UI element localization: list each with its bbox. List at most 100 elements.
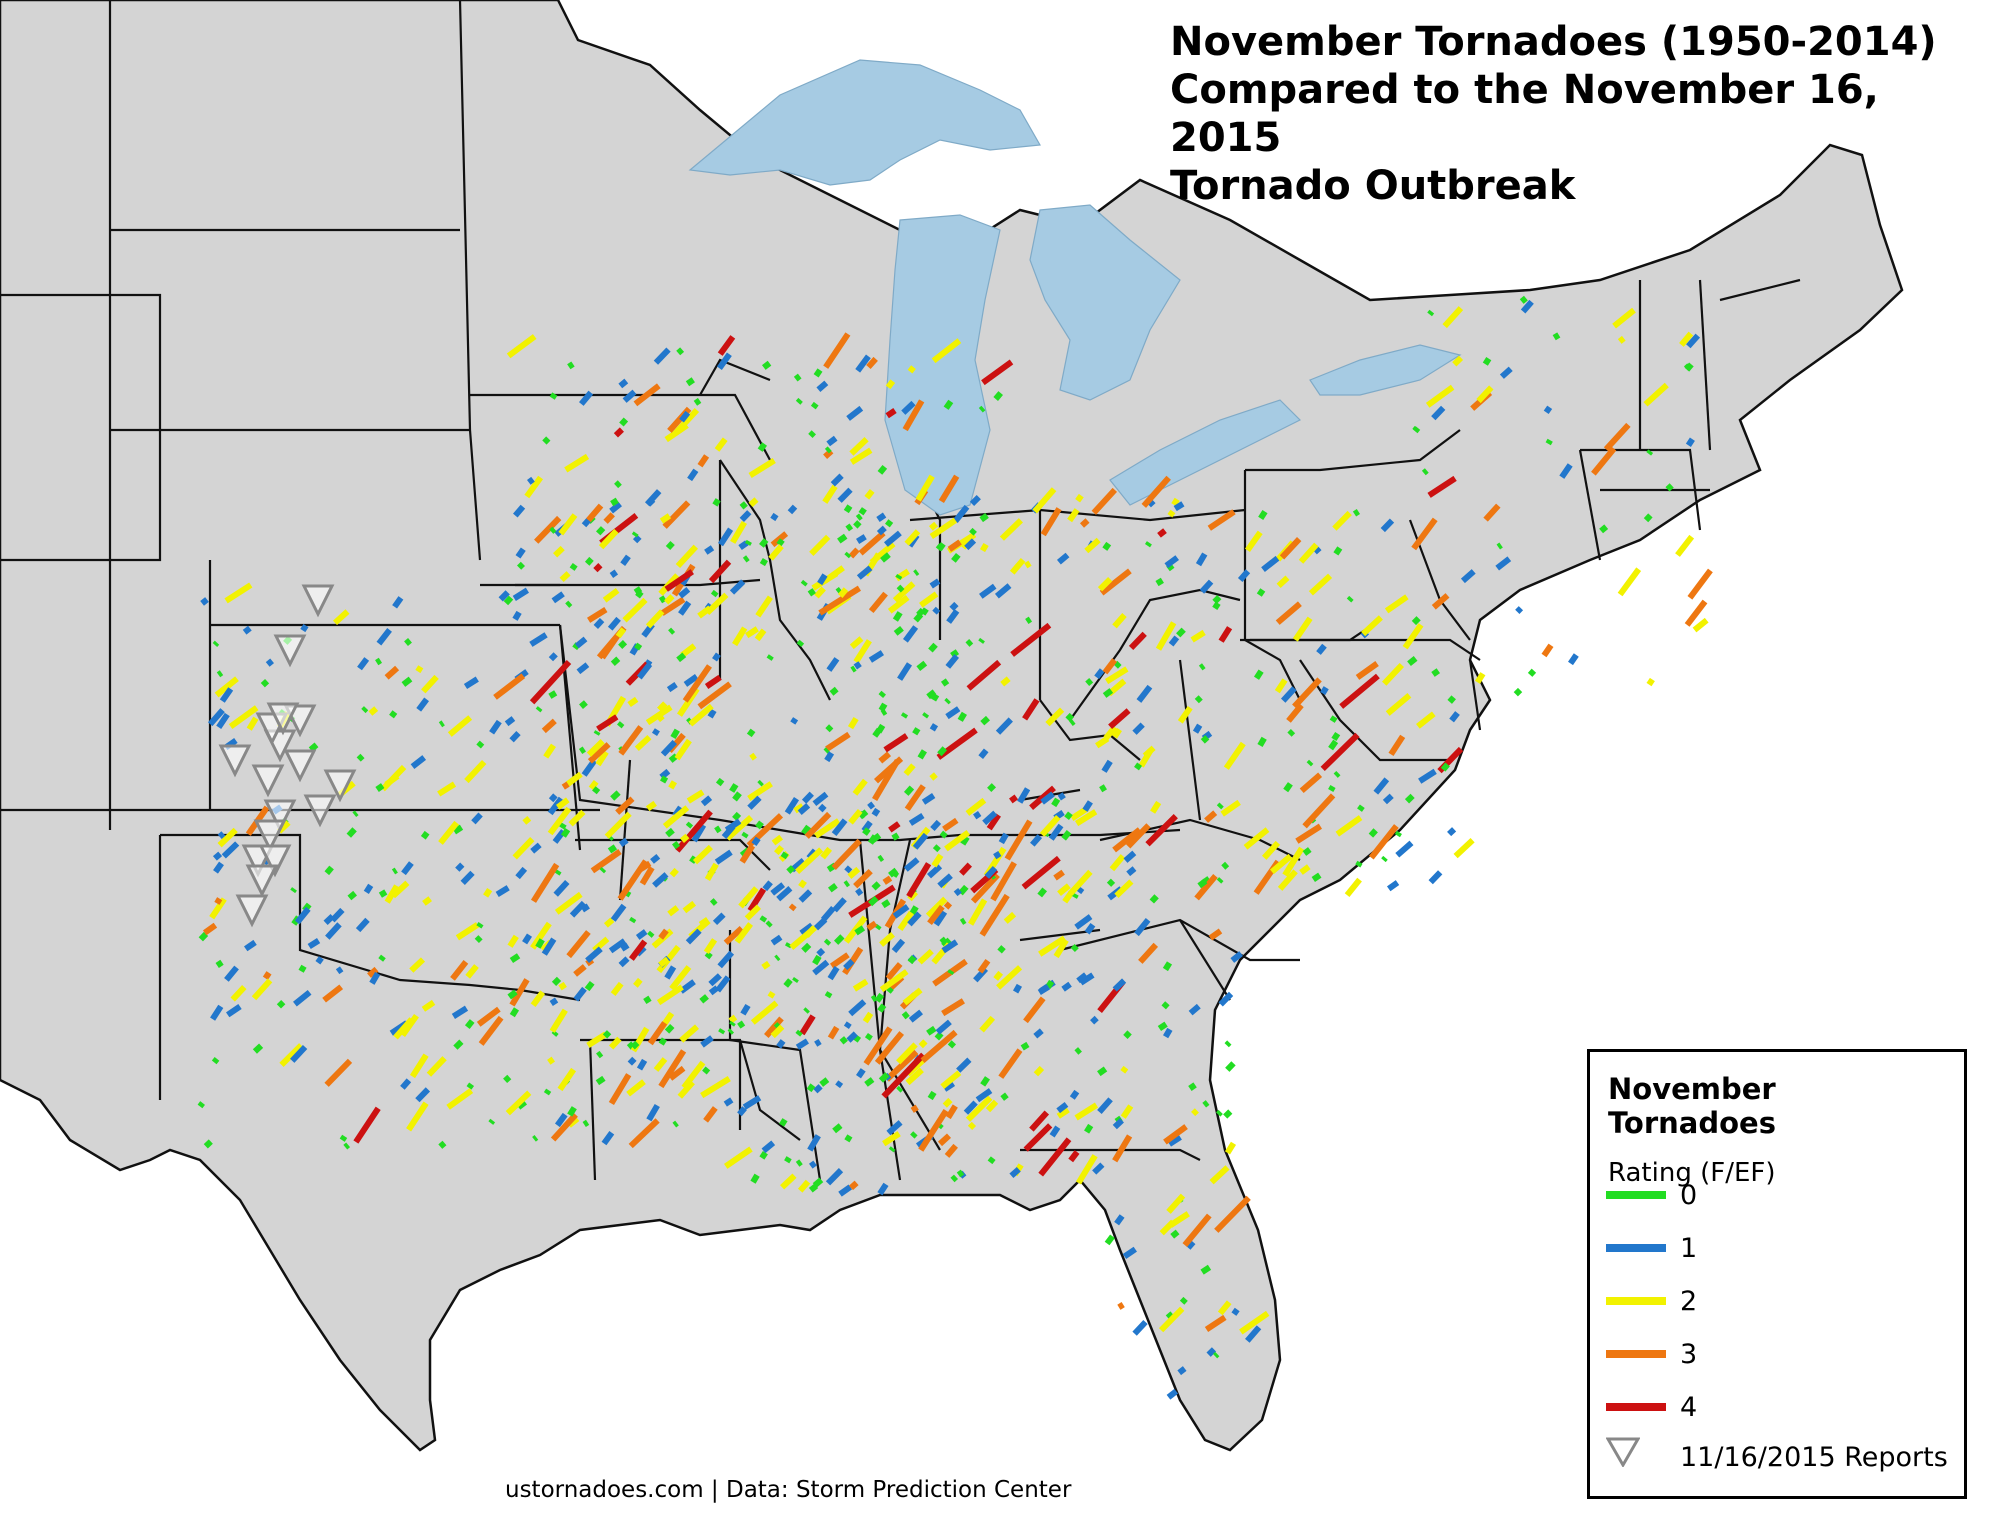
tornado-track xyxy=(723,1097,734,1107)
tornado-track xyxy=(1150,800,1162,814)
tornado-track xyxy=(608,1073,632,1106)
tornado-track xyxy=(897,910,914,932)
tornado-tracks xyxy=(197,295,1713,1400)
tornado-track xyxy=(1010,622,1052,657)
tornado-track xyxy=(980,715,991,726)
tornado-track xyxy=(1000,1092,1009,1101)
tornado-track xyxy=(998,832,1009,845)
tornado-track xyxy=(476,740,485,749)
tornado-track xyxy=(1513,687,1523,697)
tornado-track xyxy=(599,866,607,874)
tornado-track xyxy=(918,1039,928,1049)
tornado-track xyxy=(549,526,557,534)
tornado-track xyxy=(824,446,832,454)
tornado-track xyxy=(878,751,892,764)
tornado-track xyxy=(780,1173,797,1190)
tornado-track xyxy=(693,397,702,406)
tornado-track xyxy=(710,589,719,598)
tornado-track xyxy=(330,907,345,923)
tornado-track xyxy=(712,652,721,662)
tornado-track xyxy=(927,904,945,926)
tornado-track xyxy=(455,862,465,872)
tornado-track xyxy=(276,999,286,1009)
tornado-track xyxy=(615,627,627,639)
tornado-track xyxy=(548,793,558,803)
tornado-track xyxy=(632,534,642,544)
legend-item-1: 1 xyxy=(1606,1228,1697,1268)
tornado-track xyxy=(608,1036,622,1050)
tornado-track xyxy=(925,896,948,918)
tornado-track xyxy=(795,847,824,875)
tornado-track xyxy=(855,354,871,373)
tornado-track xyxy=(697,681,732,710)
tornado-track xyxy=(644,489,662,507)
tornado-track xyxy=(1177,1366,1187,1376)
tornado-track xyxy=(622,597,648,623)
tornado-track xyxy=(1155,621,1177,651)
tornado-track xyxy=(466,1082,475,1090)
tornado-track xyxy=(639,866,655,886)
tornado-track xyxy=(837,533,848,544)
tornado-track xyxy=(676,347,685,356)
tornado-track xyxy=(826,435,838,447)
tornado-track xyxy=(750,1173,760,1184)
tornado-track xyxy=(717,527,734,547)
tornado-track xyxy=(1346,595,1354,603)
tornado-track xyxy=(957,711,967,722)
tornado-track xyxy=(483,887,493,898)
tornado-track xyxy=(549,392,558,400)
tornado-track xyxy=(1476,385,1494,404)
tornado-track xyxy=(931,338,962,364)
report-marker xyxy=(251,764,285,798)
tornado-track xyxy=(1218,626,1233,643)
tornado-track xyxy=(1312,545,1322,555)
tornado-track xyxy=(555,797,570,810)
tornado-track xyxy=(478,1015,504,1046)
tornado-track xyxy=(664,569,694,592)
tornado-track xyxy=(618,640,628,649)
tornado-track xyxy=(1298,542,1319,564)
tornado-track xyxy=(1149,894,1159,904)
tornado-track xyxy=(874,992,885,1003)
tornado-track xyxy=(1122,1246,1137,1259)
tornado-track xyxy=(747,795,762,810)
tornado-track xyxy=(780,851,789,860)
tornado-track xyxy=(748,457,776,479)
tornado-track xyxy=(728,1014,738,1024)
lake-ontario xyxy=(1309,344,1462,396)
tornado-track xyxy=(1206,1347,1217,1357)
tornado-track xyxy=(1316,643,1327,655)
tornado-track xyxy=(846,1031,858,1043)
tornado-track xyxy=(739,510,752,522)
tornado-track xyxy=(779,1118,788,1127)
tornado-track xyxy=(714,437,728,452)
tornado-track xyxy=(1104,1234,1115,1246)
tornado-track xyxy=(1520,299,1534,314)
tornado-track xyxy=(586,739,605,757)
tornado-track xyxy=(1112,827,1142,853)
tornado-track xyxy=(1176,627,1186,638)
tornado-track xyxy=(744,539,752,546)
tornado-track xyxy=(647,930,655,938)
tornado-track xyxy=(559,571,571,582)
tornado-track xyxy=(1009,557,1026,575)
tornado-track xyxy=(246,716,259,731)
tornado-track xyxy=(214,897,223,905)
tornado-track xyxy=(1217,1300,1232,1316)
report-marker xyxy=(245,864,279,898)
tornado-track xyxy=(928,642,938,653)
tornado-track xyxy=(1101,759,1113,773)
tornado-track xyxy=(1643,382,1669,407)
tornado-track xyxy=(928,521,939,531)
tornado-track xyxy=(717,950,735,969)
tornado-track xyxy=(740,1003,751,1016)
report-markers xyxy=(218,584,357,928)
tornado-track xyxy=(1381,855,1388,863)
tornado-track xyxy=(1017,787,1031,804)
tornado-track xyxy=(980,1076,990,1087)
tornado-track xyxy=(801,791,814,804)
tornado-track xyxy=(393,1017,414,1040)
tornado-track xyxy=(1204,810,1218,823)
tornado-track xyxy=(203,1139,213,1149)
tornado-track xyxy=(926,863,943,879)
